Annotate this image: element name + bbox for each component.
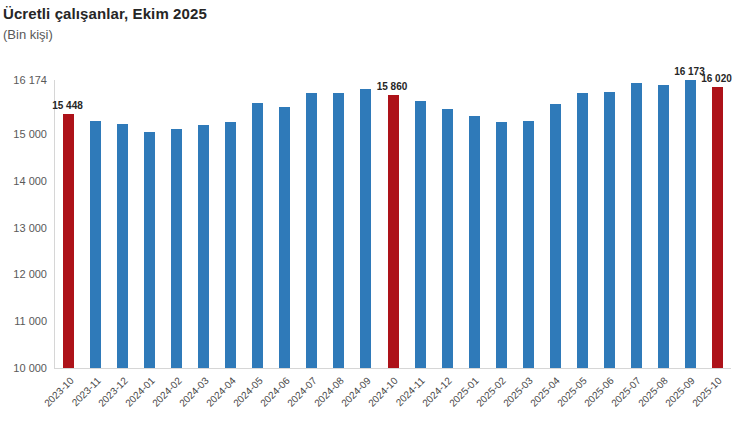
bar-2025-10: [712, 87, 723, 368]
bar-2024-12: [442, 109, 453, 368]
bar-2025-01: [469, 116, 480, 368]
bar-value-label: 16 020: [701, 73, 732, 84]
y-tick-label: 12 000: [0, 268, 47, 280]
bar-2024-09: [360, 89, 371, 368]
plot-area: [54, 80, 731, 369]
bar-2025-06: [604, 92, 615, 368]
bar-2024-05: [252, 103, 263, 368]
bar-value-label: 15 860: [377, 81, 408, 92]
y-tick-label: 13 000: [0, 222, 47, 234]
bar-2025-03: [523, 121, 534, 368]
bar-2025-08: [658, 85, 669, 368]
chart-subtitle: (Bin kişi): [3, 27, 53, 42]
y-tick-label: 16 174: [0, 74, 47, 86]
bar-2025-04: [550, 104, 561, 368]
bar-2024-06: [279, 107, 290, 368]
y-tick-label: 11 000: [0, 315, 47, 327]
bar-2025-07: [631, 83, 642, 368]
bar-2025-02: [496, 122, 507, 368]
bar-2023-10: [63, 114, 74, 368]
y-tick-label: 15 000: [0, 128, 47, 140]
bar-2024-07: [306, 93, 317, 368]
chart-container: Ücretli çalışanlar, Ekim 2025 (Bin kişi)…: [0, 0, 750, 430]
bar-2024-03: [198, 125, 209, 368]
y-tick-label: 14 000: [0, 175, 47, 187]
chart-title: Ücretli çalışanlar, Ekim 2025: [3, 5, 207, 22]
bar-value-label: 16 173: [674, 66, 705, 77]
bar-value-label: 15 448: [52, 100, 83, 111]
y-tick-label: 10 000: [0, 362, 47, 374]
bar-2023-12: [117, 124, 128, 368]
bar-2024-10: [388, 95, 399, 368]
bar-2025-09: [685, 80, 696, 368]
bar-2024-01: [144, 132, 155, 368]
bar-2024-02: [171, 129, 182, 368]
bar-2023-11: [90, 121, 101, 368]
x-tick-label: 2023-10: [0, 375, 75, 430]
bar-2024-08: [333, 93, 344, 368]
bar-2025-05: [577, 93, 588, 368]
bar-2024-04: [225, 122, 236, 368]
bar-2024-11: [415, 101, 426, 368]
